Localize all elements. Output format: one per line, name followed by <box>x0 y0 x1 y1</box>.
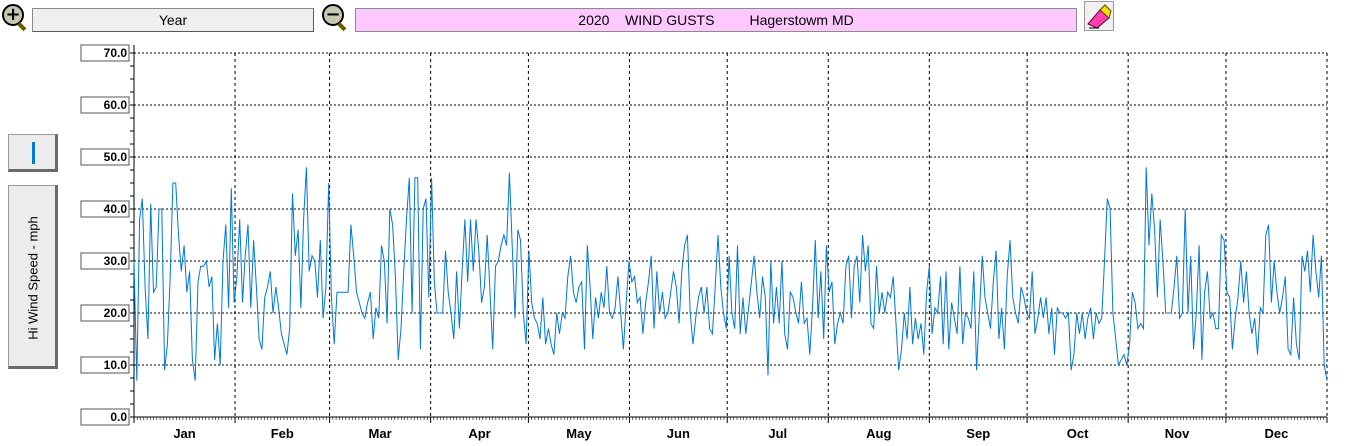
period-selector-button[interactable]: Year <box>32 8 314 32</box>
zoom-out-icon: − <box>322 4 344 26</box>
x-tick-label: Oct <box>1067 426 1089 441</box>
y-tick-label: 40.0 <box>104 202 128 216</box>
y-tick-box <box>80 44 130 62</box>
series-color-swatch <box>32 142 35 164</box>
x-tick-label: Feb <box>271 426 294 441</box>
title-variable: WIND GUSTS <box>625 12 715 28</box>
y-tick-label: 0.0 <box>110 410 127 424</box>
x-tick-label: Nov <box>1165 426 1190 441</box>
y-tick-label: 10.0 <box>104 358 128 372</box>
y-tick-label: 30.0 <box>104 254 128 268</box>
series-line <box>133 167 1328 381</box>
x-tick-label: May <box>566 426 592 441</box>
x-tick-label: Jul <box>768 426 787 441</box>
grid-lines <box>134 52 1328 417</box>
y-tick-labels: 0.0 10.0 20.0 30.0 40.0 50.0 60.0 70.0 <box>80 44 130 426</box>
chart-axes <box>130 45 1328 423</box>
zoom-in-button[interactable]: + <box>0 2 30 32</box>
chart-title-bar: 2020 WIND GUSTS Hagerstowm MD <box>355 8 1077 32</box>
y-tick-label: 70.0 <box>104 46 128 60</box>
clear-button[interactable] <box>1084 1 1114 31</box>
y-tick-label: 50.0 <box>104 150 128 164</box>
y-tick-label: 20.0 <box>104 306 128 320</box>
title-station: Hagerstowm MD <box>749 12 854 28</box>
title-year: 2020 <box>578 12 610 28</box>
zoom-in-icon: + <box>2 4 24 26</box>
x-tick-label: Jun <box>667 426 690 441</box>
y-tick-label: 60.0 <box>104 98 128 112</box>
y-tick-box <box>80 200 130 218</box>
y-tick-box <box>80 408 130 426</box>
x-tick-label: Sep <box>966 426 990 441</box>
series-toggle-button[interactable] <box>8 134 58 172</box>
x-tick-labels: Jan Feb Mar Apr May Jun Jul Aug Sep Oct Nov Dec <box>173 426 1288 441</box>
y-axis-label-panel: Hi Wind Speed - mph <box>8 185 58 369</box>
x-tick-label: Jan <box>173 426 195 441</box>
zoom-out-button[interactable]: − <box>320 2 350 32</box>
y-tick-box <box>80 148 130 166</box>
y-tick-box <box>80 356 130 374</box>
eraser-icon <box>1087 4 1112 29</box>
series-group <box>133 167 1328 381</box>
x-tick-label: Aug <box>866 426 891 441</box>
y-tick-box <box>80 252 130 270</box>
x-tick-label: Dec <box>1265 426 1289 441</box>
y-tick-box <box>80 96 130 114</box>
x-tick-label: Apr <box>468 426 490 441</box>
y-tick-box <box>80 304 130 322</box>
x-tick-label: Mar <box>369 426 392 441</box>
